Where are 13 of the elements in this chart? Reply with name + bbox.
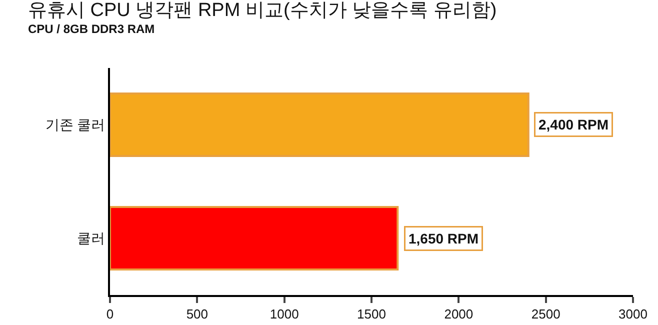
x-tick-label: 2500 (531, 306, 560, 322)
chart-title: 유휴시 CPU 냉각팬 RPM 비교(수치가 낮을수록 유리함) (28, 0, 497, 21)
chart-subtitle: CPU / 8GB DDR3 RAM (28, 22, 155, 36)
y-tick-label: 쿨러 (77, 230, 106, 246)
y-tick-label: 기존 쿨러 (45, 116, 106, 133)
data-label: 1,650 RPM (408, 230, 479, 246)
x-tick-label: 1000 (270, 306, 299, 322)
x-tick-label: 500 (186, 306, 208, 322)
x-tick-label: 0 (106, 306, 114, 322)
x-tick-label: 3000 (618, 306, 648, 322)
x-tick-label: 2000 (444, 306, 474, 322)
x-tick-label: 1500 (357, 306, 386, 322)
data-label: 2,400 RPM (538, 116, 609, 132)
